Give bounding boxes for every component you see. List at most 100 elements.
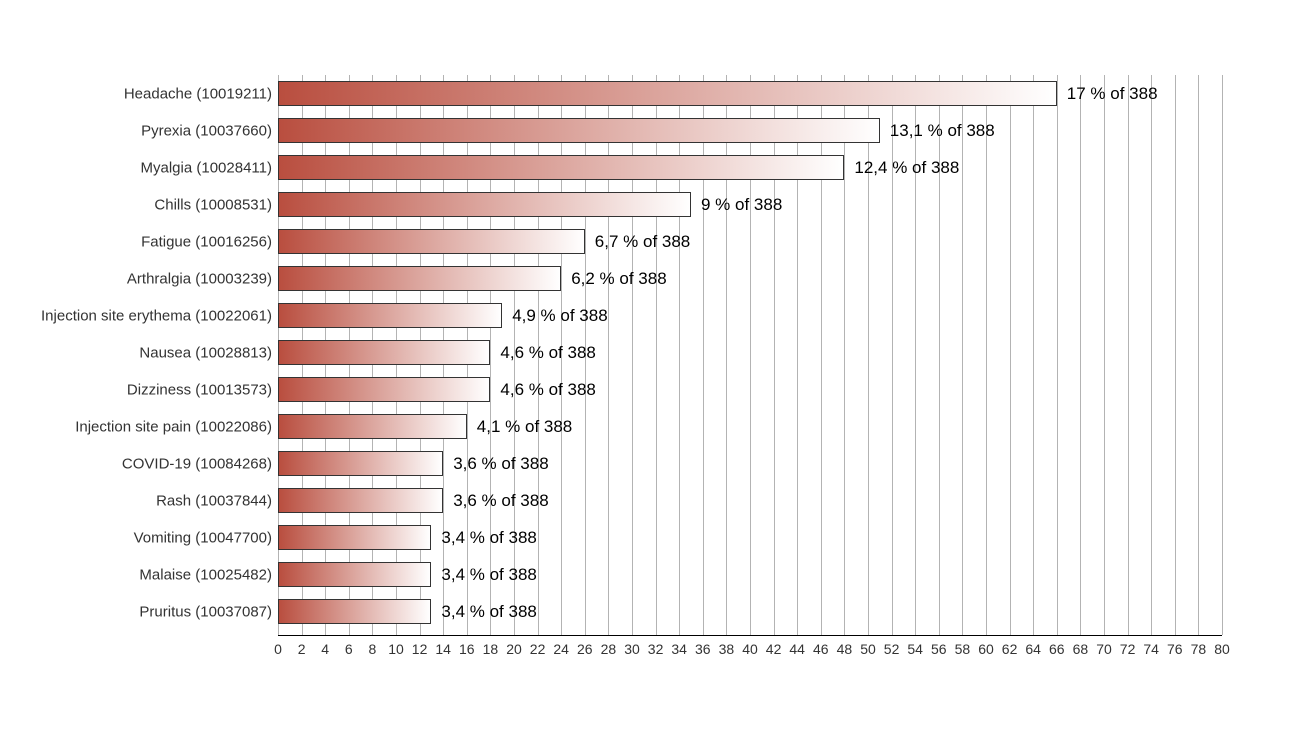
x-tick-label: 64 — [1025, 641, 1041, 657]
bar-row: Nausea (10028813)4,6 % of 388 — [278, 334, 1222, 371]
bar — [278, 266, 561, 291]
value-label: 6,7 % of 388 — [585, 232, 690, 252]
x-tick-label: 8 — [368, 641, 376, 657]
bar-row: Dizziness (10013573)4,6 % of 388 — [278, 371, 1222, 408]
x-tick-label: 72 — [1120, 641, 1136, 657]
bar-row: Malaise (10025482)3,4 % of 388 — [278, 556, 1222, 593]
x-tick-label: 58 — [955, 641, 971, 657]
value-label: 3,4 % of 388 — [431, 528, 536, 548]
value-label: 9 % of 388 — [691, 195, 782, 215]
bar-row: Pruritus (10037087)3,4 % of 388 — [278, 593, 1222, 630]
bar — [278, 81, 1057, 106]
bar — [278, 488, 443, 513]
x-tick-label: 50 — [860, 641, 876, 657]
value-label: 6,2 % of 388 — [561, 269, 666, 289]
x-tick-label: 48 — [837, 641, 853, 657]
category-label: Injection site pain (10022086) — [75, 418, 278, 435]
x-tick-label: 38 — [719, 641, 735, 657]
x-tick-label: 68 — [1073, 641, 1089, 657]
x-axis — [278, 635, 1222, 636]
value-label: 4,1 % of 388 — [467, 417, 572, 437]
value-label: 3,4 % of 388 — [431, 565, 536, 585]
x-tick-label: 12 — [412, 641, 428, 657]
bar — [278, 155, 844, 180]
x-tick-label: 34 — [671, 641, 687, 657]
category-label: Headache (10019211) — [124, 85, 278, 102]
bar-row: Fatigue (10016256)6,7 % of 388 — [278, 223, 1222, 260]
bar-row: Injection site pain (10022086)4,1 % of 3… — [278, 408, 1222, 445]
x-tick-label: 30 — [624, 641, 640, 657]
x-tick-label: 0 — [274, 641, 282, 657]
bar-row: Injection site erythema (10022061)4,9 % … — [278, 297, 1222, 334]
bar — [278, 562, 431, 587]
x-tick-label: 10 — [388, 641, 404, 657]
category-label: Pruritus (10037087) — [139, 603, 278, 620]
x-tick-label: 54 — [907, 641, 923, 657]
x-tick-label: 70 — [1096, 641, 1112, 657]
category-label: Arthralgia (10003239) — [127, 270, 278, 287]
category-label: Chills (10008531) — [154, 196, 278, 213]
category-label: Myalgia (10028411) — [141, 159, 278, 176]
value-label: 12,4 % of 388 — [844, 158, 959, 178]
bar — [278, 451, 443, 476]
category-label: COVID-19 (10084268) — [122, 455, 278, 472]
x-tick-label: 60 — [978, 641, 994, 657]
category-label: Nausea (10028813) — [139, 344, 278, 361]
bar — [278, 340, 490, 365]
category-label: Pyrexia (10037660) — [141, 122, 278, 139]
bar-row: Vomiting (10047700)3,4 % of 388 — [278, 519, 1222, 556]
gridline — [1222, 75, 1223, 635]
x-tick-label: 20 — [506, 641, 522, 657]
bar-row: COVID-19 (10084268)3,6 % of 388 — [278, 445, 1222, 482]
bar-row: Chills (10008531)9 % of 388 — [278, 186, 1222, 223]
x-tick-label: 16 — [459, 641, 475, 657]
category-label: Vomiting (10047700) — [134, 529, 278, 546]
x-tick-label: 80 — [1214, 641, 1230, 657]
x-tick-label: 44 — [789, 641, 805, 657]
value-label: 4,6 % of 388 — [490, 343, 595, 363]
value-label: 3,4 % of 388 — [431, 602, 536, 622]
x-tick-label: 74 — [1143, 641, 1159, 657]
x-tick-label: 26 — [577, 641, 593, 657]
x-tick-label: 22 — [530, 641, 546, 657]
plot-area: 0246810121416182022242628303234363840424… — [278, 75, 1222, 635]
bar-row: Rash (10037844)3,6 % of 388 — [278, 482, 1222, 519]
x-tick-label: 36 — [695, 641, 711, 657]
adverse-events-bar-chart: 0246810121416182022242628303234363840424… — [0, 0, 1304, 749]
category-label: Fatigue (10016256) — [141, 233, 278, 250]
bar — [278, 303, 502, 328]
value-label: 13,1 % of 388 — [880, 121, 995, 141]
bar-row: Pyrexia (10037660)13,1 % of 388 — [278, 112, 1222, 149]
x-tick-label: 78 — [1191, 641, 1207, 657]
x-tick-label: 14 — [435, 641, 451, 657]
category-label: Rash (10037844) — [156, 492, 278, 509]
value-label: 4,9 % of 388 — [502, 306, 607, 326]
bar-row: Headache (10019211)17 % of 388 — [278, 75, 1222, 112]
category-label: Injection site erythema (10022061) — [41, 307, 278, 324]
bar — [278, 525, 431, 550]
x-tick-label: 40 — [742, 641, 758, 657]
bar-row: Arthralgia (10003239)6,2 % of 388 — [278, 260, 1222, 297]
x-tick-label: 46 — [813, 641, 829, 657]
bar-row: Myalgia (10028411)12,4 % of 388 — [278, 149, 1222, 186]
x-tick-label: 62 — [1002, 641, 1018, 657]
x-tick-label: 56 — [931, 641, 947, 657]
x-tick-label: 6 — [345, 641, 353, 657]
value-label: 3,6 % of 388 — [443, 454, 548, 474]
category-label: Dizziness (10013573) — [127, 381, 278, 398]
bar — [278, 118, 880, 143]
x-tick-label: 66 — [1049, 641, 1065, 657]
x-tick-label: 24 — [553, 641, 569, 657]
value-label: 4,6 % of 388 — [490, 380, 595, 400]
category-label: Malaise (10025482) — [139, 566, 278, 583]
bar — [278, 377, 490, 402]
x-tick-label: 42 — [766, 641, 782, 657]
bar — [278, 229, 585, 254]
bar — [278, 599, 431, 624]
value-label: 17 % of 388 — [1057, 84, 1158, 104]
value-label: 3,6 % of 388 — [443, 491, 548, 511]
x-tick-label: 4 — [321, 641, 329, 657]
x-tick-label: 32 — [648, 641, 664, 657]
bar — [278, 414, 467, 439]
x-tick-label: 52 — [884, 641, 900, 657]
